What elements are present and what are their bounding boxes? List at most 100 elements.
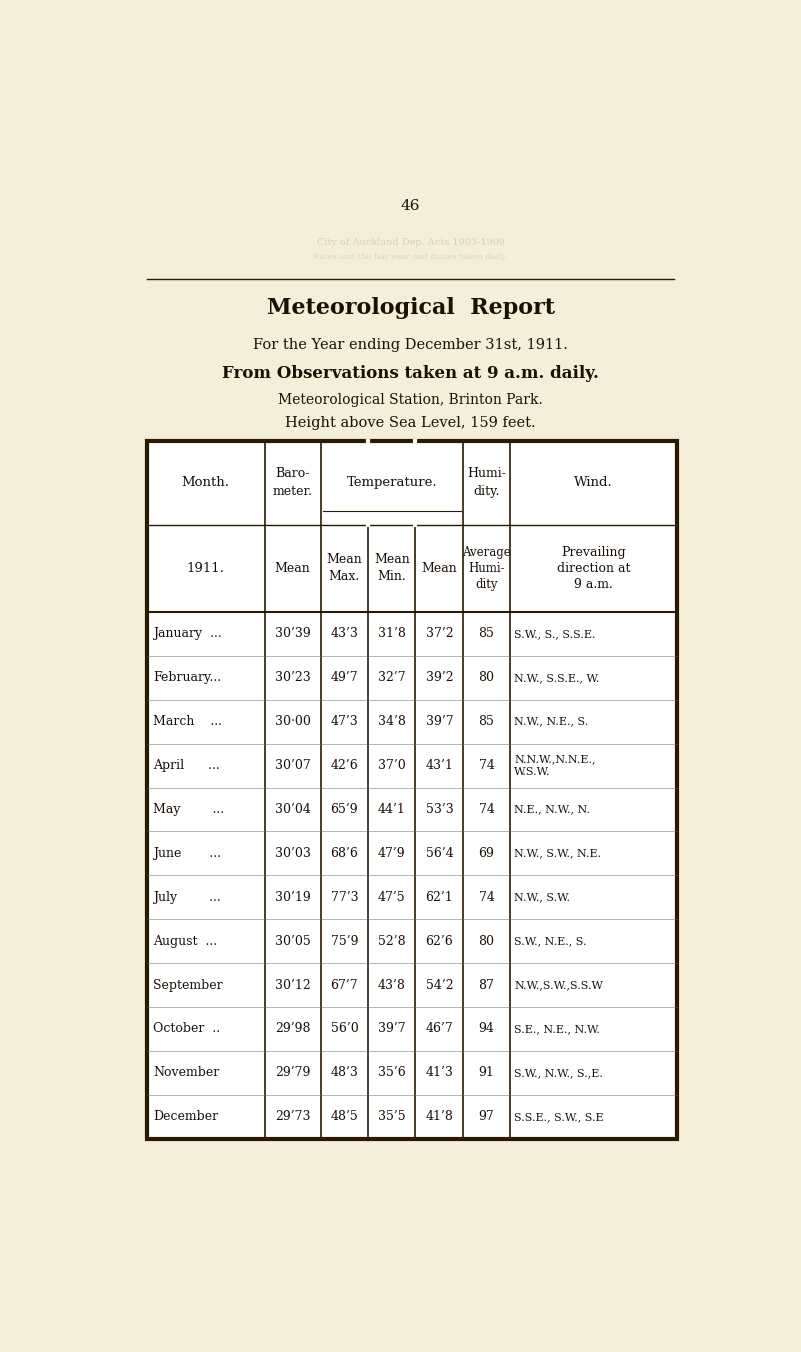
Text: 80: 80 bbox=[478, 934, 494, 948]
Text: 39’7: 39’7 bbox=[425, 715, 453, 729]
Text: October  ..: October .. bbox=[153, 1022, 220, 1036]
Text: 91: 91 bbox=[479, 1067, 494, 1079]
Text: February...: February... bbox=[153, 672, 221, 684]
Text: Temperature.: Temperature. bbox=[347, 476, 437, 489]
Text: 39’2: 39’2 bbox=[425, 672, 453, 684]
Text: 43’8: 43’8 bbox=[378, 979, 406, 991]
Text: N.E., N.W., N.: N.E., N.W., N. bbox=[514, 804, 590, 814]
Text: 74: 74 bbox=[479, 758, 494, 772]
Text: 53’3: 53’3 bbox=[425, 803, 453, 817]
Text: 30’12: 30’12 bbox=[275, 979, 311, 991]
Text: 29’73: 29’73 bbox=[275, 1110, 310, 1124]
Text: 30’04: 30’04 bbox=[275, 803, 311, 817]
Text: December: December bbox=[153, 1110, 218, 1124]
Text: Mean
Max.: Mean Max. bbox=[327, 553, 362, 583]
Text: 62’1: 62’1 bbox=[425, 891, 453, 903]
Text: November: November bbox=[153, 1067, 219, 1079]
Text: 80: 80 bbox=[478, 672, 494, 684]
Text: 94: 94 bbox=[479, 1022, 494, 1036]
Text: 77’3: 77’3 bbox=[331, 891, 358, 903]
Bar bbox=[147, 441, 678, 1138]
Text: 56’4: 56’4 bbox=[425, 846, 453, 860]
Text: April      ...: April ... bbox=[153, 758, 219, 772]
Text: 1911.: 1911. bbox=[187, 561, 224, 575]
Text: 87: 87 bbox=[479, 979, 494, 991]
Text: S.E., N.E., N.W.: S.E., N.E., N.W. bbox=[514, 1023, 600, 1034]
Text: N.W.,S.W.,S.S.W: N.W.,S.W.,S.S.W bbox=[514, 980, 603, 990]
Text: 68’6: 68’6 bbox=[331, 846, 358, 860]
Text: 85: 85 bbox=[479, 627, 494, 641]
Text: January  ...: January ... bbox=[153, 627, 222, 641]
Text: N.W., S.W., N.E.: N.W., S.W., N.E. bbox=[514, 849, 602, 859]
Text: N.W., S.W.: N.W., S.W. bbox=[514, 892, 570, 902]
Text: 43’3: 43’3 bbox=[331, 627, 358, 641]
Text: S.W., N.E., S.: S.W., N.E., S. bbox=[514, 936, 586, 946]
Text: July        ...: July ... bbox=[153, 891, 220, 903]
Text: N.W., S.S.E., W.: N.W., S.S.E., W. bbox=[514, 673, 600, 683]
Text: 29’79: 29’79 bbox=[275, 1067, 310, 1079]
Text: S.W., S., S.S.E.: S.W., S., S.S.E. bbox=[514, 629, 596, 639]
Text: 30’19: 30’19 bbox=[275, 891, 311, 903]
Text: June       ...: June ... bbox=[153, 846, 221, 860]
Text: Mean
Min.: Mean Min. bbox=[374, 553, 410, 583]
Text: S.S.E., S.W., S.E: S.S.E., S.W., S.E bbox=[514, 1111, 604, 1122]
Text: 52’8: 52’8 bbox=[378, 934, 405, 948]
Text: 29’98: 29’98 bbox=[275, 1022, 310, 1036]
Text: 35’5: 35’5 bbox=[378, 1110, 405, 1124]
Text: 41’8: 41’8 bbox=[425, 1110, 453, 1124]
Text: 75’9: 75’9 bbox=[331, 934, 358, 948]
Text: 30·00: 30·00 bbox=[275, 715, 311, 729]
Text: 97: 97 bbox=[479, 1110, 494, 1124]
Text: 30’03: 30’03 bbox=[275, 846, 311, 860]
Text: Humi-
dity.: Humi- dity. bbox=[467, 468, 506, 499]
Text: 48’5: 48’5 bbox=[331, 1110, 358, 1124]
Text: 62’6: 62’6 bbox=[425, 934, 453, 948]
Text: 85: 85 bbox=[479, 715, 494, 729]
Text: 65’9: 65’9 bbox=[331, 803, 358, 817]
Text: 47’9: 47’9 bbox=[378, 846, 405, 860]
Text: 74: 74 bbox=[479, 803, 494, 817]
Text: 34’8: 34’8 bbox=[378, 715, 406, 729]
Text: Wind.: Wind. bbox=[574, 476, 613, 489]
Text: 30’23: 30’23 bbox=[275, 672, 311, 684]
Text: 35’6: 35’6 bbox=[378, 1067, 406, 1079]
Text: August  ...: August ... bbox=[153, 934, 217, 948]
Text: 46: 46 bbox=[400, 199, 421, 214]
Text: 56’0: 56’0 bbox=[331, 1022, 358, 1036]
Text: 74: 74 bbox=[479, 891, 494, 903]
Text: September: September bbox=[153, 979, 223, 991]
Text: Average
Humi-
dity: Average Humi- dity bbox=[462, 546, 511, 591]
Text: 43’1: 43’1 bbox=[425, 758, 453, 772]
Text: 30’39: 30’39 bbox=[275, 627, 311, 641]
Text: Baro-
meter.: Baro- meter. bbox=[272, 468, 312, 499]
Text: 30’07: 30’07 bbox=[275, 758, 311, 772]
Text: 47’3: 47’3 bbox=[331, 715, 358, 729]
Text: 30’05: 30’05 bbox=[275, 934, 311, 948]
Text: From Observations taken at 9 a.m. daily.: From Observations taken at 9 a.m. daily. bbox=[222, 365, 599, 383]
Text: Rates and the fair year and duties taken daily.: Rates and the fair year and duties taken… bbox=[313, 253, 508, 261]
Text: Mean: Mean bbox=[275, 561, 311, 575]
Text: 54’2: 54’2 bbox=[425, 979, 453, 991]
Text: Prevailing
direction at
9 a.m.: Prevailing direction at 9 a.m. bbox=[557, 546, 630, 591]
Text: 48’3: 48’3 bbox=[331, 1067, 358, 1079]
Text: March    ...: March ... bbox=[153, 715, 222, 729]
Bar bbox=[147, 441, 678, 1138]
Text: 49’7: 49’7 bbox=[331, 672, 358, 684]
Text: N.N.W.,N.N.E.,
W.S.W.: N.N.W.,N.N.E., W.S.W. bbox=[514, 754, 596, 777]
Text: Height above Sea Level, 159 feet.: Height above Sea Level, 159 feet. bbox=[285, 415, 536, 430]
Text: N.W., N.E., S.: N.W., N.E., S. bbox=[514, 717, 589, 727]
Text: 47’5: 47’5 bbox=[378, 891, 405, 903]
Text: 69: 69 bbox=[479, 846, 494, 860]
Text: Mean: Mean bbox=[421, 561, 457, 575]
Text: 37’2: 37’2 bbox=[425, 627, 453, 641]
Text: For the Year ending December 31st, 1911.: For the Year ending December 31st, 1911. bbox=[253, 338, 568, 353]
Text: 42’6: 42’6 bbox=[331, 758, 358, 772]
Text: Meteorological Station, Brinton Park.: Meteorological Station, Brinton Park. bbox=[278, 392, 543, 407]
Text: 39’7: 39’7 bbox=[378, 1022, 405, 1036]
Text: 67’7: 67’7 bbox=[331, 979, 358, 991]
Text: 44’1: 44’1 bbox=[378, 803, 406, 817]
Text: Month.: Month. bbox=[182, 476, 230, 489]
Text: May        ...: May ... bbox=[153, 803, 224, 817]
Text: S.W., N.W., S.,E.: S.W., N.W., S.,E. bbox=[514, 1068, 603, 1078]
Text: 31’8: 31’8 bbox=[378, 627, 406, 641]
